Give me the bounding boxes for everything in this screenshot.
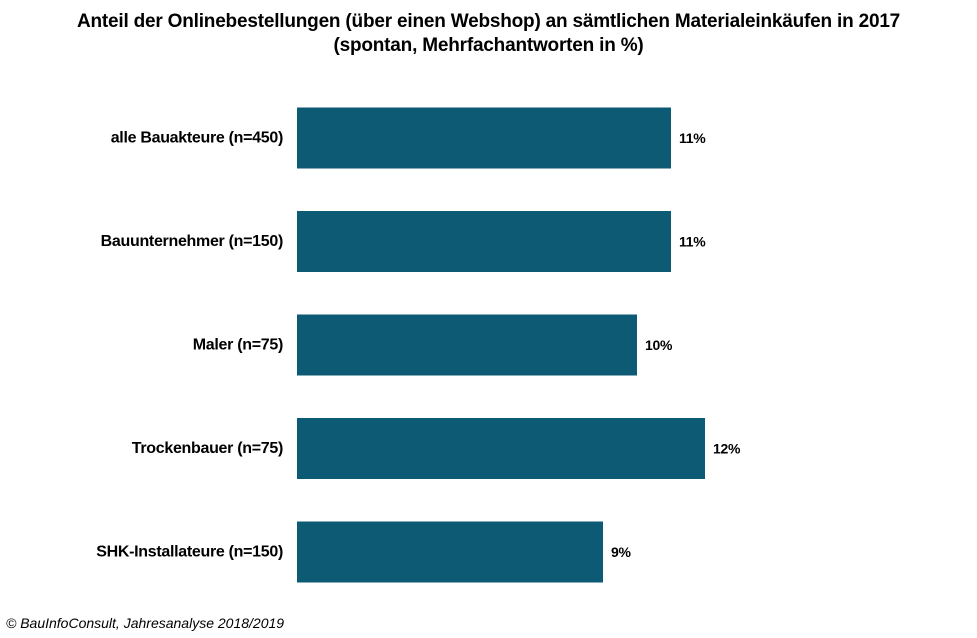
chart-title: Anteil der Onlinebestellungen (über eine… xyxy=(76,11,901,32)
source-note: © BauInfoConsult, Jahresanalyse 2018/201… xyxy=(6,615,285,631)
chart-subtitle: (spontan, Mehrfachantworten in %) xyxy=(333,35,644,56)
category-label: Trockenbauer (n=75) xyxy=(132,440,283,457)
category-label: Bauunternehmer (n=150) xyxy=(101,233,283,250)
value-label: 10% xyxy=(645,337,673,353)
value-label: 9% xyxy=(611,544,631,560)
value-label: 12% xyxy=(713,441,741,457)
category-label: SHK-Installateure (n=150) xyxy=(96,544,283,561)
bar-2 xyxy=(297,314,637,376)
chart-title-block: Anteil der Onlinebestellungen (über eine… xyxy=(0,10,977,58)
value-label: 11% xyxy=(679,234,706,250)
bar-4 xyxy=(297,521,603,583)
bar-1 xyxy=(297,211,671,272)
bar-0 xyxy=(297,107,671,169)
category-label: Maler (n=75) xyxy=(193,337,283,354)
bar-3 xyxy=(297,418,705,479)
value-label: 11% xyxy=(679,130,706,146)
category-label: alle Bauakteure (n=450) xyxy=(111,130,283,147)
